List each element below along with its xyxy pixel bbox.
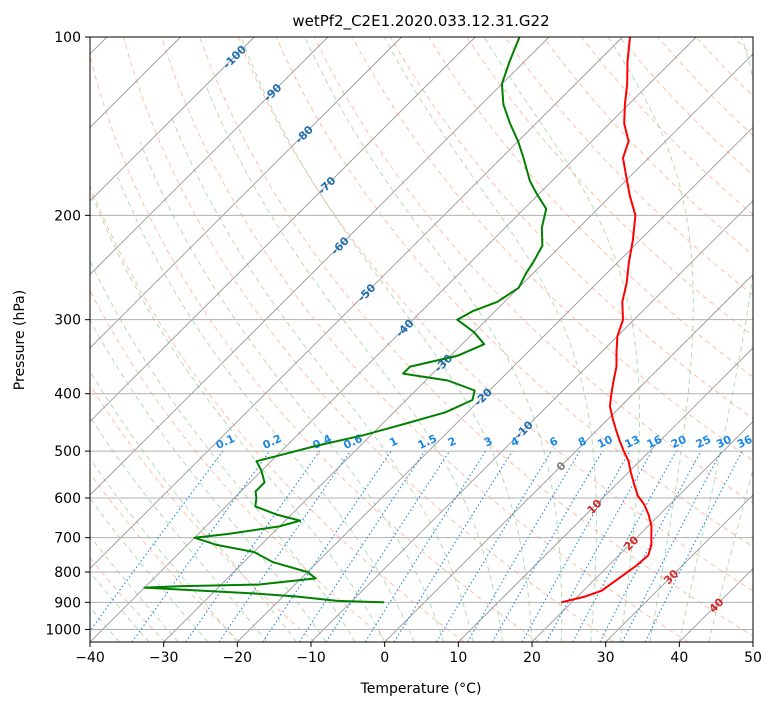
y-tick-label: 900 <box>54 595 81 611</box>
moist-adiabat-line <box>115 173 415 642</box>
plot-area: -100-90-80-70-60-50-40-30-20-10010203040… <box>90 37 755 642</box>
moist-adiabat-line <box>90 318 327 642</box>
mixing-ratio-label: 16 <box>645 433 665 451</box>
moist-adiabat-line <box>607 37 694 642</box>
isotherm-line <box>531 420 753 642</box>
isotherm-line <box>90 37 623 570</box>
dry-adiabat-line <box>90 383 316 642</box>
dry-adiabat-line <box>90 289 390 642</box>
dry-adiabat-line <box>351 37 753 462</box>
mixing-ratio-lines <box>90 450 743 642</box>
dry-adiabat-line <box>580 37 753 216</box>
dry-adiabat-line <box>90 54 540 642</box>
moist-adiabat-line <box>90 259 356 642</box>
x-tick-label: 30 <box>597 650 615 666</box>
mixing-ratio-line <box>521 450 631 642</box>
moist-adiabat-line <box>383 37 597 642</box>
x-tick-label: −10 <box>296 650 326 666</box>
mixing-ratio-line <box>131 450 271 642</box>
temperature-profile-line <box>561 37 653 604</box>
x-tick-label: −30 <box>149 650 179 666</box>
dry-adiabat-line <box>122 37 614 642</box>
mixing-ratio-line <box>545 450 653 642</box>
axes-frame <box>89 36 754 643</box>
mixing-ratio-label: 30 <box>714 433 734 451</box>
moist-adiabat-line <box>240 37 533 642</box>
y-tick-label: 800 <box>54 565 81 581</box>
isotherm-line <box>90 37 402 349</box>
dewpoint-profile-line <box>143 37 548 604</box>
chart-title: wetPf2_C2E1.2020.033.12.31.G22 <box>292 12 549 31</box>
isotherms <box>90 37 753 642</box>
isotherm-line <box>163 53 753 642</box>
isotherm-line <box>310 200 753 642</box>
profiles <box>143 37 653 604</box>
y-tick-label: 500 <box>54 444 81 460</box>
isotherm-line <box>90 37 255 202</box>
y-tick-label: 300 <box>54 313 81 329</box>
x-tick-label: −40 <box>75 650 105 666</box>
y-tick-label: 600 <box>54 491 81 507</box>
mixing-ratio-line <box>218 450 351 642</box>
mixing-ratio-label: 25 <box>694 433 713 451</box>
y-axis-label: Pressure (hPa) <box>12 290 28 390</box>
y-tick-label: 100 <box>54 30 81 46</box>
isotherm-line <box>90 37 329 276</box>
x-axis-ticks: −40 −30 −20 −10 0 10 20 30 40 50 <box>75 642 762 666</box>
y-tick-label: 400 <box>54 387 81 403</box>
moist-adiabat-line <box>90 370 297 642</box>
moist-adiabat-line <box>169 114 474 642</box>
mixing-ratio-line <box>491 450 603 642</box>
dry-adiabat-line <box>161 37 689 642</box>
moist-adiabat-line <box>90 606 120 642</box>
mixing-ratio-label: 36 <box>735 433 755 451</box>
isotherm-line <box>90 37 550 496</box>
mixing-ratio-line <box>364 450 487 642</box>
mixing-ratio-line <box>325 450 451 642</box>
isotherm-line <box>384 273 753 642</box>
mixing-ratio-label: 10 <box>595 433 615 451</box>
moist-adiabat-line <box>204 83 503 642</box>
isotherm-line <box>90 37 476 423</box>
mixing-ratio-line <box>185 450 321 642</box>
mixing-ratio-label: 20 <box>669 433 689 451</box>
y-tick-label: 200 <box>54 208 81 224</box>
mixing-ratio-label: 13 <box>623 433 642 451</box>
moist-adiabat-line <box>90 415 268 642</box>
y-axis-ticks: 100 200 300 400 500 600 700 800 900 1000 <box>45 30 90 638</box>
x-axis-label: Temperature (°C) <box>360 681 482 697</box>
x-tick-label: −20 <box>223 650 253 666</box>
moist-adiabat-line <box>304 37 563 642</box>
isotherm-line <box>237 126 753 642</box>
x-tick-label: 20 <box>523 650 541 666</box>
x-tick-label: 40 <box>670 650 688 666</box>
isotherm-line <box>90 37 697 642</box>
mixing-ratio-line <box>467 450 581 642</box>
x-tick-label: 10 <box>449 650 467 666</box>
dry-adiabat-line <box>90 184 465 642</box>
y-tick-label: 1000 <box>45 622 81 638</box>
dry-adiabat-line <box>90 472 241 642</box>
dry-adiabat-line <box>313 37 753 505</box>
mixing-ratio-line <box>435 450 552 642</box>
moist-adiabat-line <box>483 37 640 642</box>
dry-adiabat-line <box>237 37 753 592</box>
y-tick-label: 700 <box>54 531 81 547</box>
isotherm-line <box>605 494 753 642</box>
mixing-ratio-line <box>393 450 513 642</box>
x-tick-label: 0 <box>380 650 389 666</box>
dry-adiabat-line <box>199 37 753 637</box>
moist-adiabat-line <box>91 195 386 642</box>
mixing-ratio-line <box>572 450 677 642</box>
isotherm-line <box>458 347 753 642</box>
x-tick-label: 50 <box>744 650 762 666</box>
